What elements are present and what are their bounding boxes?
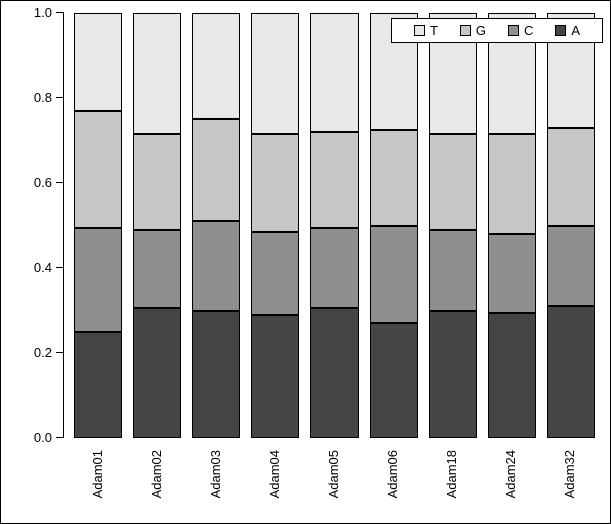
y-tick: 0.0 (34, 430, 64, 445)
bar-segment-A (251, 314, 300, 438)
bar-segment-A (133, 308, 182, 438)
x-tick-label: Adam06 (385, 450, 401, 499)
bar-segment-C (251, 231, 300, 315)
legend-swatch-G (459, 25, 471, 36)
bar-segment-T (74, 13, 123, 111)
x-tick-label: Adam18 (444, 450, 460, 499)
y-tick: 1.0 (34, 5, 64, 20)
x-tick-cell: Adam02 (132, 450, 180, 523)
x-tick-label: Adam04 (266, 450, 282, 499)
legend-item-A: A (555, 24, 580, 37)
bar-Adam03 (192, 13, 241, 438)
bar-segment-C (487, 234, 536, 313)
bar-segment-G (428, 134, 477, 230)
y-tick: 0.6 (34, 175, 64, 190)
y-tick: 0.2 (34, 345, 64, 360)
legend-label: T (429, 23, 438, 38)
bar-Adam32 (546, 13, 595, 438)
y-tick: 0.8 (34, 90, 64, 105)
legend-item-C: C (507, 23, 534, 38)
x-tick-cell: Adam24 (487, 450, 535, 523)
x-tick-cell: Adam18 (428, 450, 476, 523)
bar-segment-G (74, 110, 123, 228)
bar-segment-C (133, 229, 182, 309)
y-tick-label: 0.6 (33, 174, 52, 190)
bar-segment-G (310, 132, 359, 228)
legend-swatch-A (555, 25, 567, 36)
legend-swatch-C (507, 25, 519, 36)
x-tick-label: Adam05 (325, 450, 341, 499)
bar-segment-G (251, 134, 300, 232)
y-tick-label: 0.4 (33, 259, 52, 275)
legend-item-G: G (459, 23, 487, 38)
x-tick-cell: Adam04 (250, 450, 298, 523)
x-tick-label: Adam02 (148, 450, 164, 499)
bar-Adam01 (74, 13, 123, 438)
bar-Adam24 (487, 13, 536, 438)
x-tick-cell: Adam01 (73, 450, 121, 523)
plot-area: 0.0 0.2 0.4 0.6 0.8 1.0 (34, 5, 606, 445)
bars-row (64, 13, 606, 438)
legend-label: G (475, 23, 487, 38)
bar-segment-A (428, 310, 477, 438)
bar-segment-A (546, 306, 595, 438)
bar-segment-T (310, 13, 359, 132)
bar-segment-A (487, 312, 536, 438)
bar-segment-G (369, 129, 418, 226)
bar-Adam04 (251, 13, 300, 438)
x-labels-row: Adam01 Adam02 Adam03 Adam04 Adam05 Adam06 Adam… (63, 450, 605, 523)
bar-Adam06 (369, 13, 418, 438)
bar-segment-C (369, 225, 418, 324)
bar-segment-C (310, 227, 359, 309)
bar-segment-T (192, 13, 241, 120)
x-tick-cell: Adam03 (191, 450, 239, 523)
bar-Adam05 (310, 13, 359, 438)
legend-item-T: T (413, 23, 438, 38)
legend-label: A (571, 23, 581, 38)
x-tick-label: Adam03 (207, 450, 223, 499)
bar-segment-C (74, 227, 123, 332)
x-tick-label: Adam01 (89, 450, 105, 499)
x-tick-label: Adam24 (503, 450, 519, 499)
bar-segment-C (192, 221, 241, 311)
bar-segment-G (192, 119, 241, 222)
bar-segment-A (74, 331, 123, 438)
bar-segment-T (133, 13, 182, 135)
bar-Adam02 (133, 13, 182, 438)
bar-segment-A (192, 310, 241, 438)
legend-swatch-T (413, 25, 425, 36)
bar-segment-C (428, 229, 477, 311)
bar-segment-T (251, 13, 300, 135)
y-tick-label: 0.0 (33, 429, 52, 445)
bar-segment-G (487, 134, 536, 234)
y-tick: 0.4 (34, 260, 64, 275)
bar-segment-C (546, 225, 595, 307)
bar-segment-G (546, 127, 595, 226)
x-tick-cell: Adam05 (309, 450, 357, 523)
bar-Adam18 (428, 13, 477, 438)
bar-segment-G (133, 134, 182, 230)
bar-segment-A (369, 323, 418, 438)
x-tick-cell: Adam06 (369, 450, 417, 523)
x-tick-label: Adam32 (562, 450, 578, 499)
bar-segment-A (310, 308, 359, 438)
legend-label: C (523, 23, 534, 38)
y-tick-label: 0.8 (33, 89, 52, 105)
x-tick-cell: Adam32 (546, 450, 594, 523)
y-tick-label: 1.0 (33, 4, 52, 20)
y-tick-label: 0.2 (33, 344, 52, 360)
